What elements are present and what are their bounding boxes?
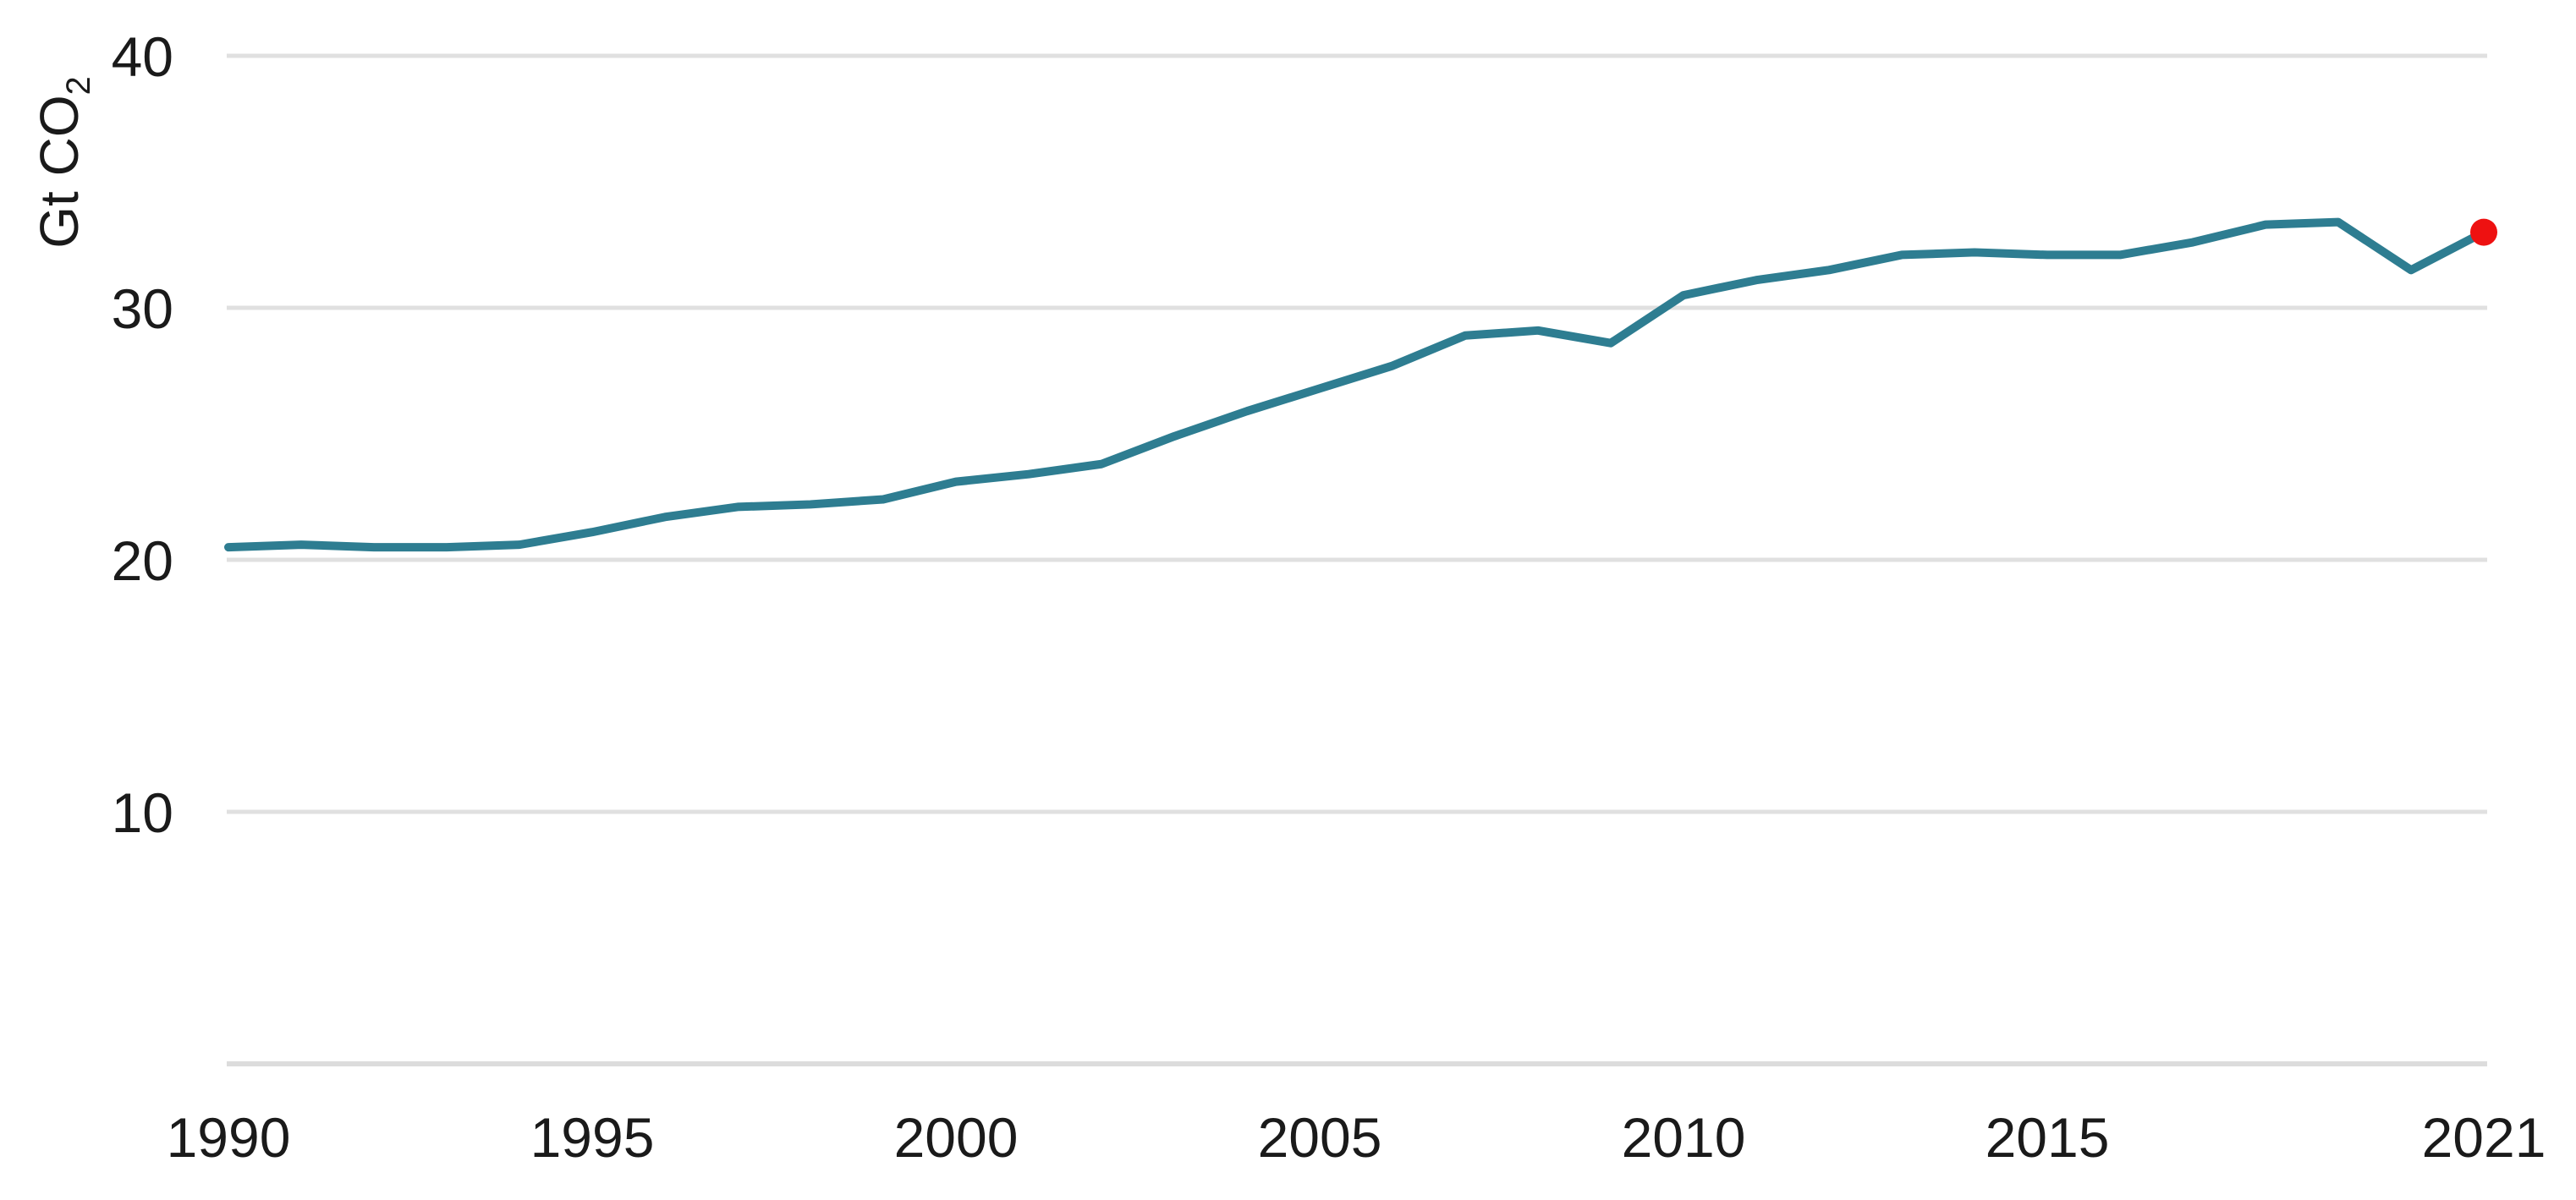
y-tick-label-30: 30: [111, 277, 173, 340]
x-tick-label-2015: 2015: [1985, 1106, 2110, 1169]
x-tick-label-1995: 1995: [530, 1106, 655, 1169]
x-tick-label-2021: 2021: [2421, 1106, 2546, 1169]
y-tick-label-20: 20: [111, 529, 173, 592]
x-tick-label-2010: 2010: [1621, 1106, 1746, 1169]
x-tick-label-1990: 1990: [166, 1106, 291, 1169]
x-tick-label-2005: 2005: [1257, 1106, 1382, 1169]
emissions-line: [224, 217, 2488, 552]
latest-point-marker: [2470, 218, 2497, 246]
y-tick-label-40: 40: [111, 25, 173, 88]
y-axis-unit-text: Gt CO: [29, 95, 90, 249]
x-tick-label-2000: 2000: [893, 1106, 1019, 1169]
y-tick-label-10: 10: [111, 781, 173, 844]
